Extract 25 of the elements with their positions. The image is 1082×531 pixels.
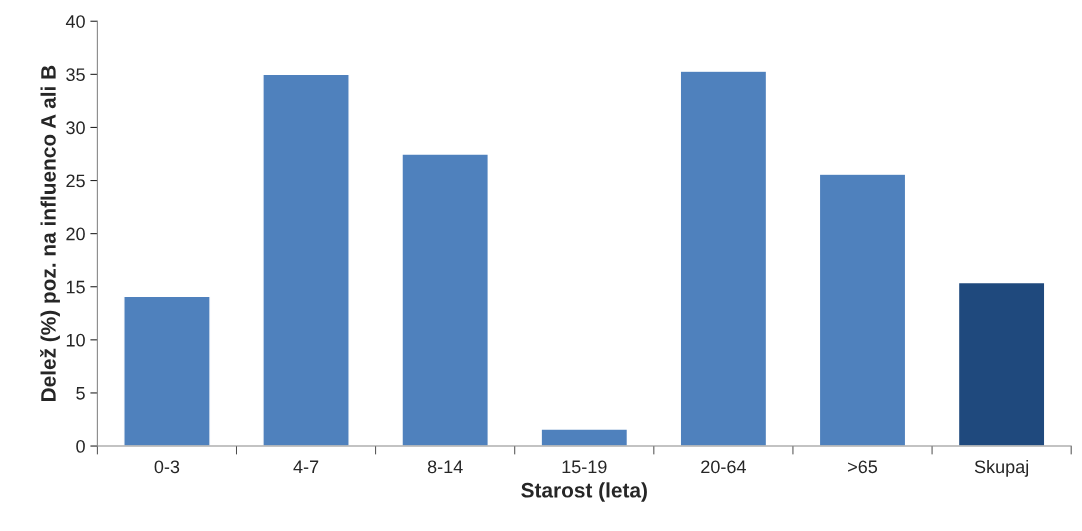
y-tick-label: 15 (66, 280, 85, 294)
bar (262, 73, 350, 447)
x-tick-label: Skupaj (974, 459, 1029, 477)
y-axis-title: Delež (%) poz. na influenco A ali B (40, 65, 60, 402)
bar (679, 70, 768, 447)
x-tick-label: >65 (848, 460, 878, 474)
bar (957, 281, 1046, 447)
y-tick-label: 10 (66, 333, 85, 347)
y-tick-label: 0 (76, 439, 85, 453)
y-tick-label: 35 (66, 68, 85, 82)
y-tick-label: 20 (66, 227, 85, 241)
x-tick-label: 4-7 (293, 460, 319, 474)
x-tick-label: 20-64 (701, 460, 746, 474)
x-tick-label: 0-3 (154, 460, 180, 474)
bar (540, 428, 629, 447)
bar (123, 295, 211, 447)
x-axis-title: Starost (leta) (521, 482, 647, 502)
x-tick-label: 15-19 (562, 460, 607, 474)
y-tick-label: 40 (65, 15, 85, 28)
y-tick-label: 25 (66, 174, 85, 188)
bar (401, 153, 489, 447)
x-tick-label: 8-14 (427, 460, 463, 474)
y-tick-label: 5 (76, 387, 85, 400)
y-tick-label: 30 (66, 121, 85, 135)
bar (818, 173, 907, 447)
